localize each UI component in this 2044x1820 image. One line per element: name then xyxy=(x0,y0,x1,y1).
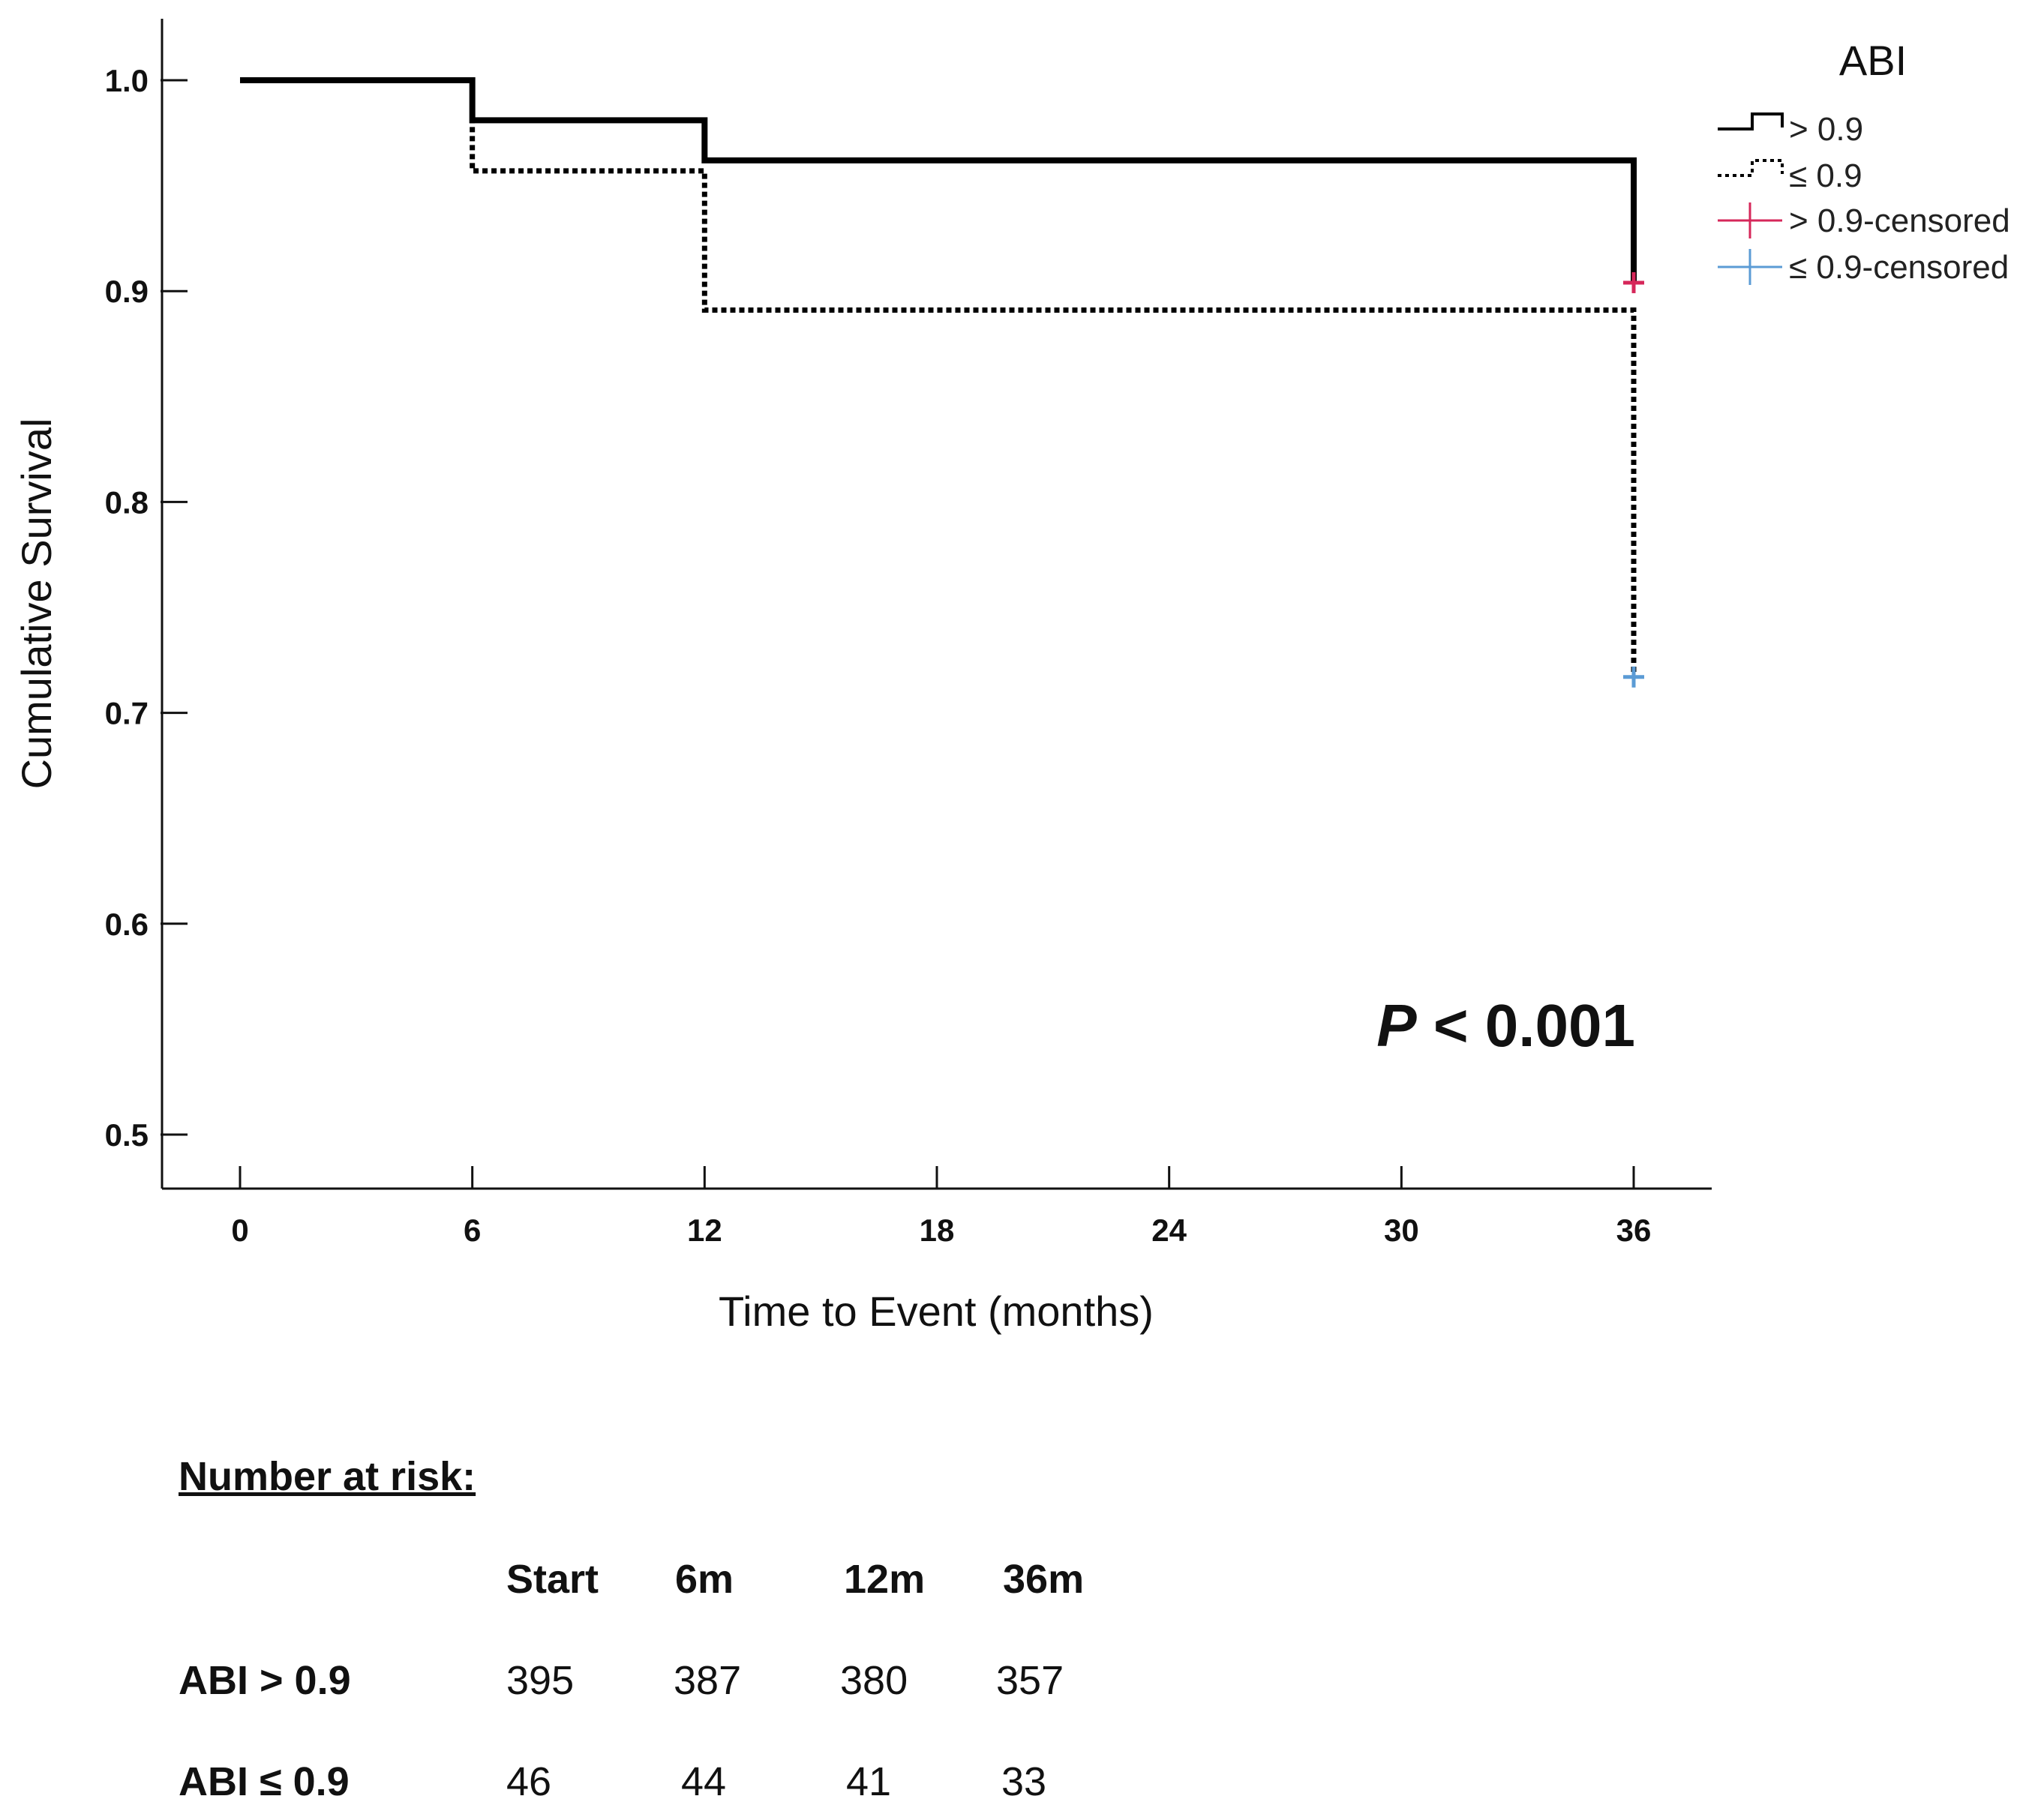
y-tick-label: 0.5 xyxy=(105,1117,149,1153)
risk-cell: 33 xyxy=(1001,1759,1047,1804)
legend-entry: > 0.9-censored xyxy=(1718,202,2010,239)
risk-cell: 41 xyxy=(846,1759,892,1804)
x-tick-label: 18 xyxy=(920,1213,955,1248)
risk-cell: 44 xyxy=(681,1759,727,1804)
risk-col-6m: 6m xyxy=(675,1557,734,1602)
x-tick-label: 30 xyxy=(1384,1213,1419,1248)
legend-swatch xyxy=(1718,159,1784,177)
p-value-symbol: P xyxy=(1376,992,1417,1059)
risk-cell: 46 xyxy=(506,1759,552,1804)
y-tick-label: 0.6 xyxy=(105,907,149,942)
risk-row-label-abi-low: ABI ≤ 0.9 xyxy=(179,1759,350,1804)
legend-entry: ≤ 0.9-censored xyxy=(1718,249,2009,286)
x-tick-label: 12 xyxy=(687,1213,722,1248)
risk-cell: 387 xyxy=(674,1658,742,1703)
legend-title: ABI xyxy=(1839,37,1907,84)
x-tick-label: 24 xyxy=(1151,1213,1187,1248)
legend-label: ≤ 0.9 xyxy=(1789,157,1862,194)
legend-label: > 0.9 xyxy=(1789,111,1863,148)
risk-col-12m: 12m xyxy=(844,1557,926,1602)
x-tick-label: 6 xyxy=(464,1213,481,1248)
y-tick-label: 0.7 xyxy=(105,696,149,731)
y-ticks: 1.0 0.9 0.8 0.7 0.6 0.5 xyxy=(105,63,188,1153)
legend-label: > 0.9-censored xyxy=(1789,202,2010,239)
risk-cell: 395 xyxy=(506,1658,575,1703)
legend-label: ≤ 0.9-censored xyxy=(1789,249,2009,286)
risk-col-36m: 36m xyxy=(1003,1557,1085,1602)
legend-swatch xyxy=(1718,112,1784,130)
x-axis-title: Time to Event (months) xyxy=(719,1288,1154,1335)
x-ticks: 0 6 12 18 24 30 36 xyxy=(231,1166,1651,1248)
p-value-text: < 0.001 xyxy=(1417,992,1635,1059)
series-layer xyxy=(240,77,1637,677)
y-axis-title: Cumulative Survival xyxy=(13,418,60,790)
legend-entry: > 0.9 xyxy=(1718,111,1863,148)
series-line-abi-at-or-below-0-9 xyxy=(240,77,1637,677)
legend-entries: > 0.9 ≤ 0.9 > 0.9-censored ≤ 0.9-censored xyxy=(1718,111,2010,286)
y-tick-label: 1.0 xyxy=(105,63,149,98)
x-tick-label: 36 xyxy=(1616,1213,1652,1248)
legend-entry: ≤ 0.9 xyxy=(1718,157,1862,194)
risk-col-start: Start xyxy=(506,1557,599,1602)
censor-marks xyxy=(1623,271,1644,688)
risk-cell: 380 xyxy=(840,1658,908,1703)
censor-mark xyxy=(1623,271,1644,293)
risk-row-label-abi-high: ABI > 0.9 xyxy=(179,1658,351,1703)
y-tick-label: 0.8 xyxy=(105,484,149,520)
risk-table-heading: Number at risk: xyxy=(179,1454,476,1499)
x-tick-label: 0 xyxy=(231,1213,248,1248)
risk-cell: 357 xyxy=(996,1658,1064,1703)
censor-mark xyxy=(1623,666,1644,688)
series-line-abi-above-0-9 xyxy=(240,77,1637,283)
y-tick-label: 0.9 xyxy=(105,274,149,309)
legend: ABI > 0.9 ≤ 0.9 > 0.9-censored ≤ 0.9-censor… xyxy=(1718,37,2010,286)
p-value-annotation: P < 0.001 xyxy=(1376,992,1635,1059)
